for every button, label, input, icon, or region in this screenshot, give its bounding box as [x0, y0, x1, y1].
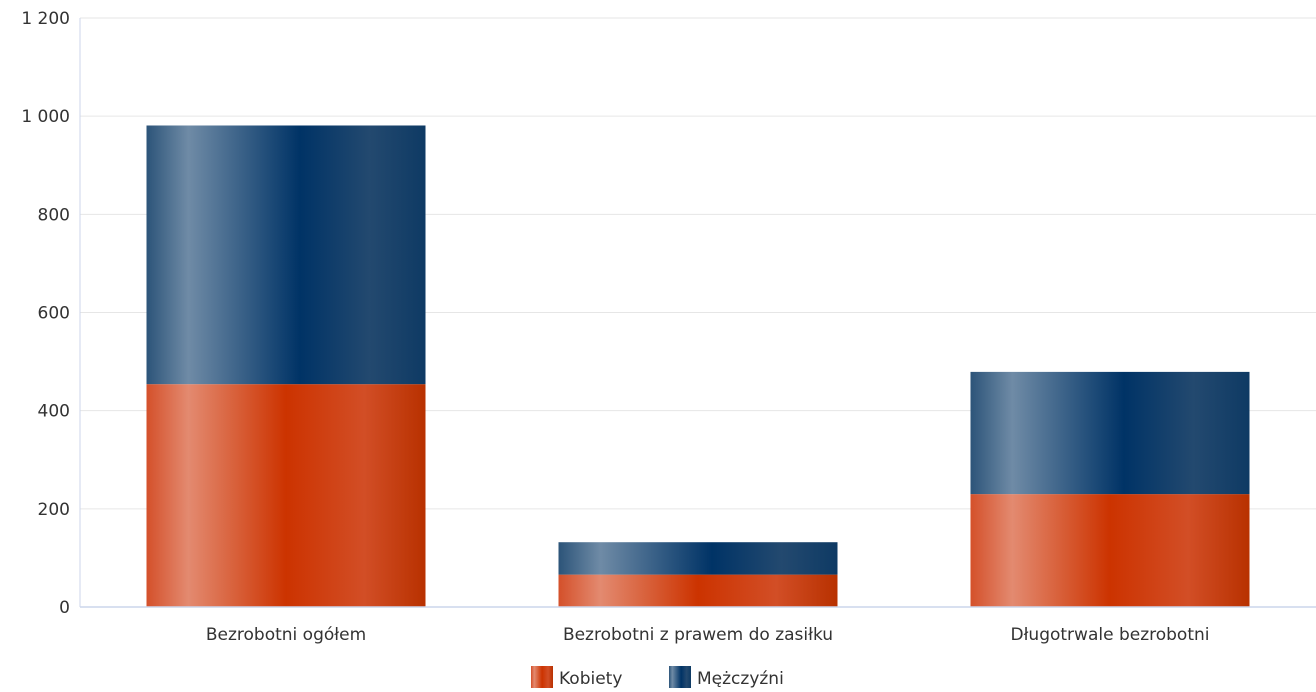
y-tick-label: 800 — [38, 205, 70, 225]
bar-mezczyzni-2[interactable] — [970, 371, 1250, 495]
y-tick-label: 400 — [38, 402, 70, 422]
legend-swatch — [531, 666, 553, 688]
y-tick-label: 1 200 — [21, 9, 70, 29]
bar-kobiety-2[interactable] — [970, 494, 1250, 607]
x-category-label: Bezrobotni ogółem — [206, 625, 366, 645]
legend-label: Mężczyźni — [697, 669, 784, 689]
y-tick-label: 1 000 — [21, 107, 70, 127]
bar-mezczyzni-1[interactable] — [558, 542, 838, 575]
legend-item-kobiety[interactable]: Kobiety — [531, 666, 622, 689]
x-axis-labels: Bezrobotni ogółem Bezrobotni z prawem do … — [206, 625, 1210, 645]
legend[interactable]: Kobiety Mężczyźni — [531, 666, 784, 689]
bar-kobiety-1[interactable] — [558, 574, 838, 607]
y-tick-label: 200 — [38, 500, 70, 520]
legend-item-mezczyzni[interactable]: Mężczyźni — [669, 666, 784, 689]
y-axis-ticks: 0 200 400 600 800 1 000 1 200 — [21, 9, 70, 618]
x-category-label: Bezrobotni z prawem do zasiłku — [563, 625, 833, 645]
bars — [146, 125, 1250, 607]
bar-mezczyzni-0[interactable] — [146, 125, 426, 385]
legend-swatch — [669, 666, 691, 688]
legend-label: Kobiety — [559, 669, 622, 689]
y-tick-label: 0 — [59, 598, 70, 618]
x-category-label: Długotrwale bezrobotni — [1011, 625, 1210, 645]
y-tick-label: 600 — [38, 304, 70, 324]
bar-kobiety-0[interactable] — [146, 384, 426, 607]
